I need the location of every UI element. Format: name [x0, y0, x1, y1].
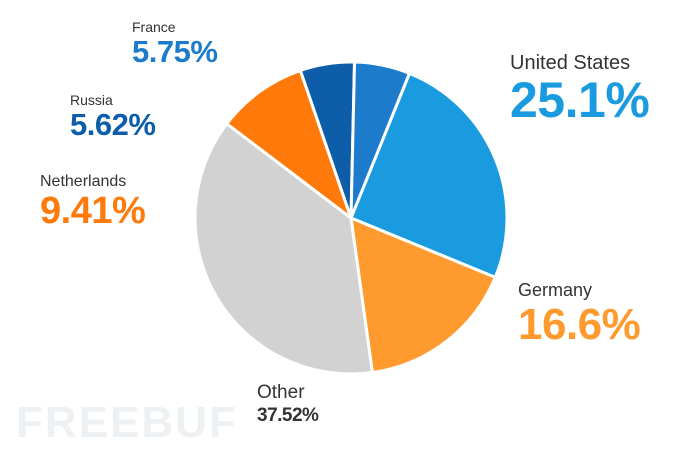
- label-germany-value: 16.6%: [518, 300, 641, 349]
- label-russia-name: Russia: [70, 92, 113, 108]
- label-united-states-name: United States: [510, 52, 631, 74]
- label-russia: Russia 5.62%: [70, 92, 156, 142]
- pie-slice-netherlands: [225, 68, 353, 220]
- label-other-value: 37.52%: [257, 405, 319, 426]
- pie-slice-france: [349, 60, 411, 220]
- label-other: Other 37.52%: [257, 382, 319, 426]
- label-united-states: United States 25.1%: [510, 52, 650, 128]
- watermark: FREEBUF: [16, 398, 238, 447]
- label-russia-value: 5.62%: [70, 107, 156, 142]
- label-germany-name: Germany: [518, 280, 593, 300]
- label-united-states-value: 25.1%: [510, 72, 650, 128]
- label-other-name: Other: [257, 382, 305, 403]
- label-netherlands-name: Netherlands: [40, 173, 127, 190]
- label-france-value: 5.75%: [132, 34, 218, 69]
- label-netherlands-value: 9.41%: [40, 190, 146, 232]
- pie-slice-germany: [349, 216, 497, 375]
- label-netherlands: Netherlands 9.41%: [40, 173, 146, 232]
- label-france-name: France: [132, 19, 176, 35]
- pie-slice-other: [193, 122, 374, 376]
- label-germany: Germany 16.6%: [518, 280, 641, 349]
- label-france: France 5.75%: [132, 19, 218, 69]
